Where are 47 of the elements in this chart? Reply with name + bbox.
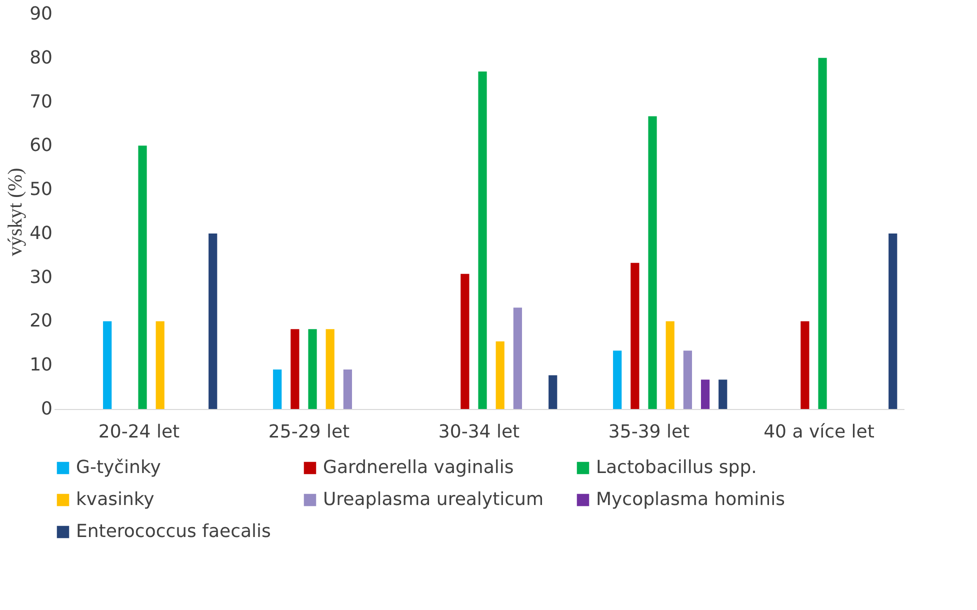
bar (613, 350, 622, 409)
legend-label: kvasinky (76, 489, 155, 510)
bar (800, 321, 810, 409)
bar (326, 329, 334, 409)
y-tick-label: 40 (30, 222, 52, 244)
x-tick-label: 30-34 let (438, 422, 520, 442)
bar (513, 308, 522, 409)
y-tick-label: 50 (30, 179, 52, 200)
bar (648, 116, 657, 409)
x-tick-label: 25-29 let (268, 422, 350, 442)
bar (460, 274, 470, 409)
x-tick-label: 35-39 let (608, 422, 690, 442)
x-tick-label: 20-24 let (98, 422, 180, 442)
bar (208, 233, 218, 409)
bar (818, 58, 827, 409)
bar (156, 321, 164, 409)
y-tick-label: 10 (30, 354, 52, 376)
legend-label: Enterococcus faecalis (76, 521, 271, 542)
y-tick-label: 70 (30, 91, 52, 112)
bar (888, 233, 898, 409)
legend-label: G-tyčinky (76, 457, 162, 478)
bar (718, 380, 728, 409)
legend-label: Mycoplasma hominis (596, 489, 785, 510)
y-axis-title: výskyt (%) (4, 168, 27, 256)
y-tick-label: 20 (30, 310, 52, 332)
y-tick-label: 90 (30, 4, 52, 24)
legend-label: Lactobacillus spp. (596, 457, 757, 478)
bar (683, 350, 692, 409)
bar (666, 321, 674, 409)
bar (273, 370, 282, 409)
y-tick-label: 60 (30, 135, 52, 156)
y-tick-label: 0 (41, 398, 52, 420)
bar (308, 329, 317, 409)
legend-label: Gardnerella vaginalis (323, 457, 514, 478)
bar (290, 329, 300, 409)
bar (478, 71, 487, 409)
legend-label: Ureaplasma urealyticum (323, 489, 544, 510)
x-tick-label: 40 a více let (764, 422, 874, 442)
bar (343, 370, 352, 409)
bar (630, 262, 640, 409)
bar (138, 146, 147, 409)
bar (103, 321, 112, 409)
y-tick-label: 80 (30, 47, 52, 68)
bar (700, 380, 710, 409)
bar (496, 341, 504, 409)
bar (548, 375, 558, 409)
y-tick-label: 30 (30, 266, 52, 288)
